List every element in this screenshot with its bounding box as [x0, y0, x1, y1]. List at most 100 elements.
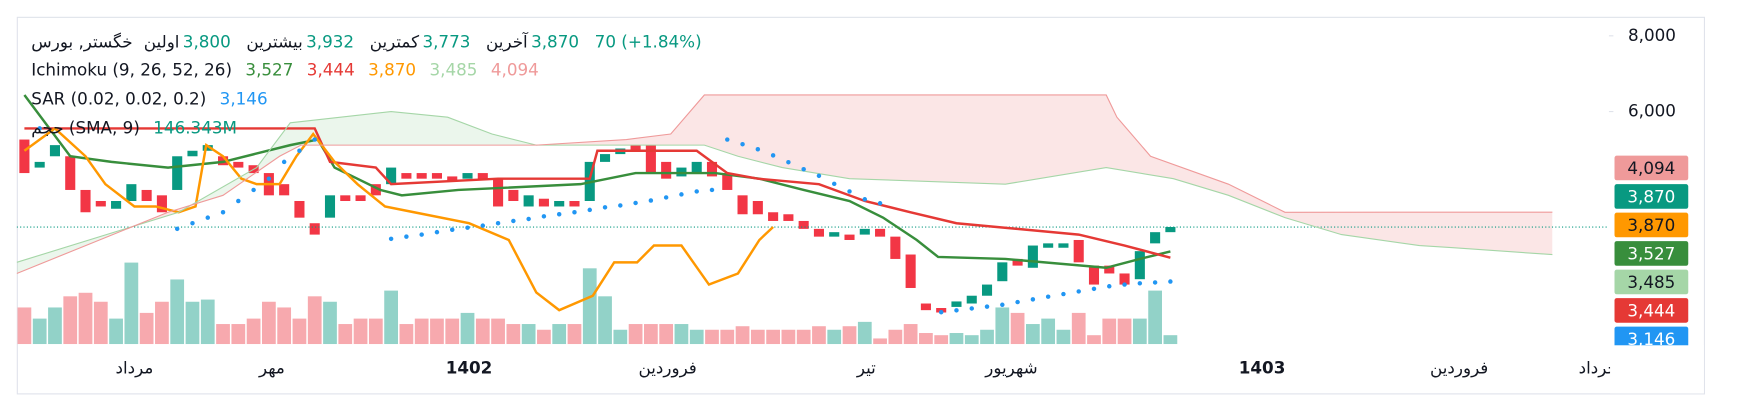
- candle-body: [1073, 239, 1084, 263]
- candle-body: [951, 301, 962, 307]
- volume-bar: [705, 329, 719, 345]
- volume-bar: [17, 307, 32, 345]
- volume-bar: [995, 307, 1010, 345]
- volume-bar: [781, 329, 796, 345]
- x-tick-label: 1402: [446, 358, 493, 378]
- sar-dot: [1122, 282, 1127, 287]
- volume-bar: [857, 321, 872, 345]
- volume-bar: [1087, 335, 1101, 345]
- candle-body: [737, 195, 748, 215]
- volume-bar: [216, 324, 230, 345]
- sar-dot: [755, 147, 761, 152]
- sar-dot: [770, 153, 776, 158]
- candle-body: [187, 150, 198, 157]
- volume-bar: [109, 318, 123, 345]
- sar-dot: [633, 200, 638, 206]
- candle-body: [768, 212, 779, 221]
- candle-body: [431, 173, 442, 179]
- sar-dot: [190, 220, 195, 226]
- volume-bar: [674, 324, 689, 345]
- x-tick-label: مهر: [258, 358, 285, 379]
- sar-dot: [709, 187, 715, 193]
- axis-mask: [1610, 345, 1704, 394]
- sar-dot: [174, 226, 180, 232]
- sar-dot: [266, 176, 272, 181]
- field-label: آخرین: [486, 30, 529, 51]
- candle-body: [19, 139, 30, 174]
- change: 70 (+1.84%): [595, 31, 702, 51]
- volume-bar: [399, 324, 414, 345]
- candle-body: [875, 228, 886, 237]
- sar-dot: [1107, 284, 1112, 289]
- candle-body: [1027, 245, 1038, 268]
- volume-bar: [506, 324, 521, 345]
- sar-dot: [648, 198, 654, 203]
- volume-bar: [598, 296, 612, 345]
- volume-bar: [888, 329, 903, 345]
- candle-body: [416, 173, 427, 179]
- sar-dot: [511, 218, 516, 224]
- volume-bar: [368, 318, 383, 345]
- indicator-value: 3,527: [245, 59, 293, 79]
- candle-body: [691, 161, 702, 174]
- x-tick-label: فروردین: [1430, 358, 1488, 378]
- candle-body: [508, 189, 519, 201]
- volume-bar: [1117, 318, 1132, 345]
- field-label: اولین: [144, 31, 180, 51]
- field-label: کمترین: [370, 31, 419, 51]
- volume-bar: [1102, 318, 1117, 345]
- candle-body: [294, 200, 305, 218]
- indicator-name: Ichimoku (9, 26, 52, 26): [31, 59, 232, 79]
- sar-dot: [236, 198, 241, 204]
- sar-dot: [847, 189, 852, 194]
- volume-bar: [934, 335, 949, 345]
- candle-body: [279, 184, 290, 196]
- candle-body: [1012, 258, 1023, 266]
- volume-bar: [812, 326, 826, 345]
- volume-bar: [170, 279, 185, 345]
- price-badge-label: 3,870: [1627, 187, 1675, 207]
- candle-body: [202, 145, 213, 151]
- candle-body: [401, 173, 412, 179]
- indicator-line: [23, 94, 1171, 270]
- volume-bar: [63, 296, 78, 345]
- sar-dot: [663, 195, 669, 200]
- candle-body: [493, 178, 504, 207]
- sar-dot: [480, 223, 486, 228]
- candle-body: [981, 284, 993, 296]
- volume-bar: [689, 329, 704, 345]
- volume-bar: [552, 324, 567, 345]
- candle-body: [966, 295, 977, 304]
- candle-body: [599, 154, 611, 162]
- candle-body: [783, 214, 794, 221]
- sar-dot: [801, 166, 806, 172]
- sar-dot: [602, 205, 608, 210]
- price-badge: [1614, 241, 1689, 266]
- volume-bar: [1148, 290, 1162, 345]
- sar-dot: [984, 304, 990, 309]
- x-tick-label: مرداد: [116, 358, 154, 378]
- volume-bar: [919, 333, 933, 345]
- sar-dot: [1152, 280, 1158, 285]
- indicator-name: حجم (SMA, 9): [31, 118, 140, 139]
- price-badge: [1614, 184, 1689, 209]
- price-badge: [1614, 155, 1689, 181]
- x-tick-label: 1403: [1239, 358, 1286, 378]
- volume-bar: [124, 262, 139, 345]
- candle-body: [1165, 227, 1176, 233]
- candle-body: [538, 198, 549, 207]
- candle-body: [569, 200, 580, 207]
- candle-body: [386, 167, 397, 185]
- sar-dot: [541, 214, 547, 219]
- candle-body: [890, 236, 901, 259]
- volume-bar: [338, 324, 353, 345]
- price-badge: [1614, 212, 1689, 238]
- candle-body: [95, 200, 106, 207]
- cloud-fill: [16, 94, 1553, 274]
- candle-body: [1104, 265, 1115, 274]
- candle-body: [661, 161, 672, 179]
- volume-bar: [1041, 318, 1056, 345]
- price-badge: [1614, 298, 1689, 323]
- candle-body: [752, 200, 763, 215]
